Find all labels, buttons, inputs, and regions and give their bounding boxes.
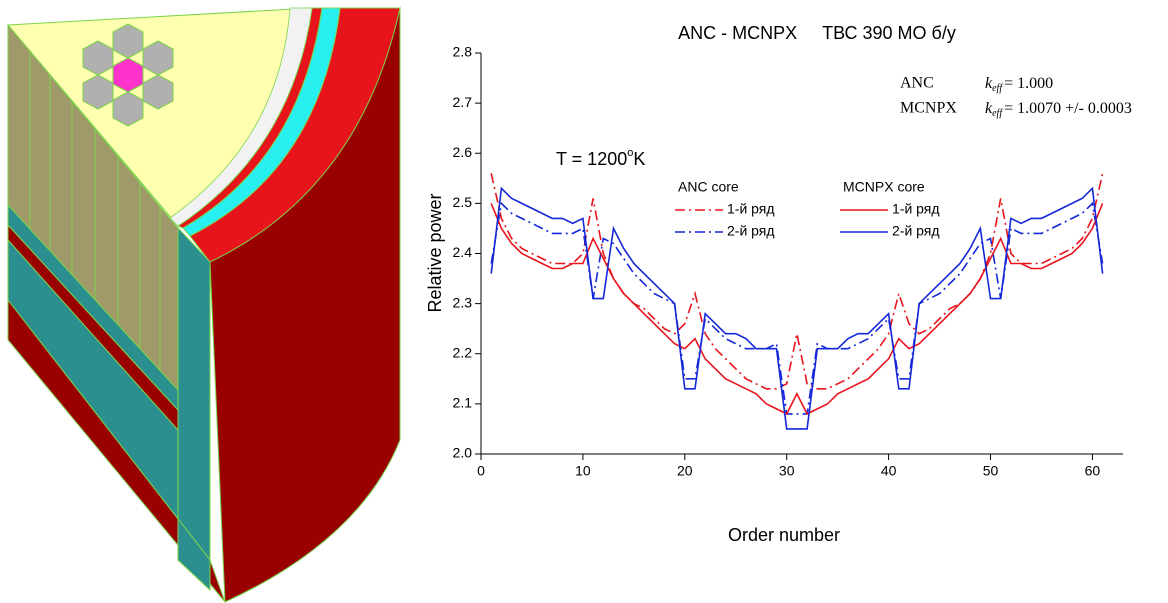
series-line: [490, 173, 1104, 390]
legend-label: 1-й ряд: [892, 201, 940, 217]
k-symbol: k: [985, 100, 993, 117]
x-tick-label: 0: [477, 463, 485, 479]
legend-label: 2-й ряд: [727, 223, 775, 239]
rod-lines: [29, 51, 161, 370]
legend-title: MCNPX core: [843, 179, 925, 195]
k-symbol: k: [985, 75, 993, 92]
annotation-value: keff = 1.0070 +/- 0.0003: [985, 100, 1132, 120]
x-tick-label: 50: [983, 463, 999, 479]
y-axis-title: Relative power: [425, 193, 445, 312]
annotation-label: MCNPX: [900, 100, 957, 117]
y-tick-label: 2.8: [453, 44, 473, 60]
k-value: = 1.000: [1004, 75, 1053, 92]
y-tick-label: 2.2: [453, 344, 473, 360]
annotation-label: ANC: [900, 75, 934, 92]
x-tick-label: 40: [881, 463, 897, 479]
series-line: [490, 203, 1104, 415]
temperature-label: T = 1200oK: [556, 147, 645, 169]
k-value: = 1.0070 +/- 0.0003: [1004, 100, 1132, 117]
y-tick-label: 2.1: [453, 395, 473, 411]
x-tick-label: 30: [779, 463, 795, 479]
k-subscript: eff: [992, 83, 1003, 94]
x-tick-label: 60: [1085, 463, 1101, 479]
y-tick-label: 2.0: [453, 445, 473, 461]
outer-shell-face: [209, 6, 401, 603]
x-tick-label: 20: [677, 463, 693, 479]
series-line: [490, 201, 1104, 415]
series-line: [490, 186, 1104, 430]
assembly-illustration: [6, 6, 401, 603]
central-hexes: [82, 23, 174, 127]
annotation-value: keff = 1.000: [985, 75, 1053, 95]
x-axis-title: Order number: [728, 525, 840, 545]
x-tick-label: 10: [575, 463, 591, 479]
y-tick-label: 2.6: [453, 144, 473, 160]
chart-title: ANC - MCNPX ТВС 390 МО б/у: [678, 23, 956, 43]
y-tick-label: 2.5: [453, 194, 473, 210]
legend-label: 1-й ряд: [727, 201, 775, 217]
y-tick-label: 2.3: [453, 294, 473, 310]
legend-title: ANC core: [678, 179, 739, 195]
k-subscript: eff: [992, 108, 1003, 119]
legend-label: 2-й ряд: [892, 223, 940, 239]
y-tick-label: 2.7: [453, 94, 473, 110]
y-tick-label: 2.4: [453, 244, 473, 260]
gap-zone: [169, 7, 313, 227]
